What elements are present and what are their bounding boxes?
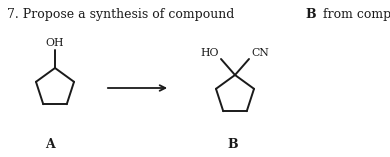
- Text: HO: HO: [200, 48, 219, 58]
- Text: OH: OH: [46, 38, 64, 48]
- Text: from compound: from compound: [319, 8, 390, 21]
- Text: 7. Propose a synthesis of compound: 7. Propose a synthesis of compound: [7, 8, 238, 21]
- Text: B: B: [228, 138, 238, 151]
- Text: A: A: [45, 138, 55, 151]
- Text: CN: CN: [251, 48, 269, 58]
- Text: B: B: [305, 8, 316, 21]
